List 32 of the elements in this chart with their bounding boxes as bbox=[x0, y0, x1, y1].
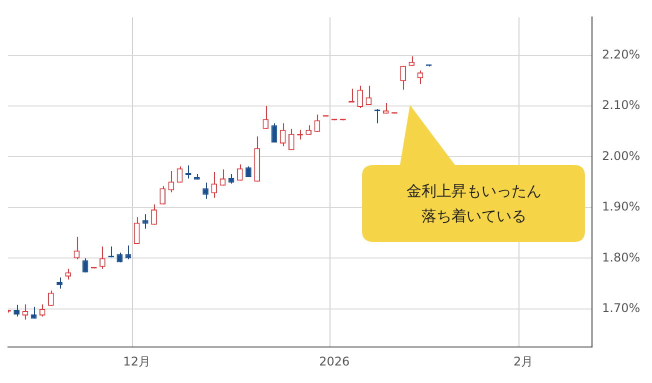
candlestick bbox=[22, 304, 28, 320]
y-tick-label: 1.90% bbox=[602, 200, 640, 214]
candlestick bbox=[56, 276, 62, 290]
candlestick bbox=[48, 290, 54, 306]
y-tick-label: 2.00% bbox=[602, 148, 640, 163]
candlestick bbox=[314, 114, 320, 132]
candlestick bbox=[14, 304, 20, 318]
candlestick bbox=[357, 85, 364, 109]
candlestick bbox=[82, 258, 88, 273]
candlestick bbox=[74, 236, 80, 260]
candlestick bbox=[236, 164, 243, 182]
candlestick bbox=[202, 182, 208, 200]
candlestick bbox=[288, 128, 294, 151]
candlestick bbox=[65, 268, 72, 280]
x-tick-label: 2026 bbox=[319, 354, 350, 368]
y-tick-label: 1.70% bbox=[602, 301, 640, 316]
candlestick bbox=[176, 166, 183, 184]
x-tick-label: 2月 bbox=[513, 354, 534, 368]
candlestick bbox=[160, 186, 166, 205]
candlestick bbox=[151, 204, 157, 226]
y-tick-label: 2.10% bbox=[602, 98, 640, 112]
candlestick bbox=[400, 65, 406, 90]
candlestick bbox=[220, 168, 226, 186]
candlestick bbox=[228, 173, 234, 184]
x-tick-label: 12月 bbox=[123, 354, 150, 368]
annotation: 金利上昇もいったん落ち着いている bbox=[406, 181, 542, 227]
candlestick bbox=[366, 85, 372, 106]
y-tick-label: 1.80% bbox=[602, 250, 640, 264]
candlestick bbox=[134, 216, 140, 244]
candlestick bbox=[271, 122, 278, 144]
y-tick-label: 2.20% bbox=[602, 47, 640, 62]
candlestick bbox=[142, 214, 148, 230]
